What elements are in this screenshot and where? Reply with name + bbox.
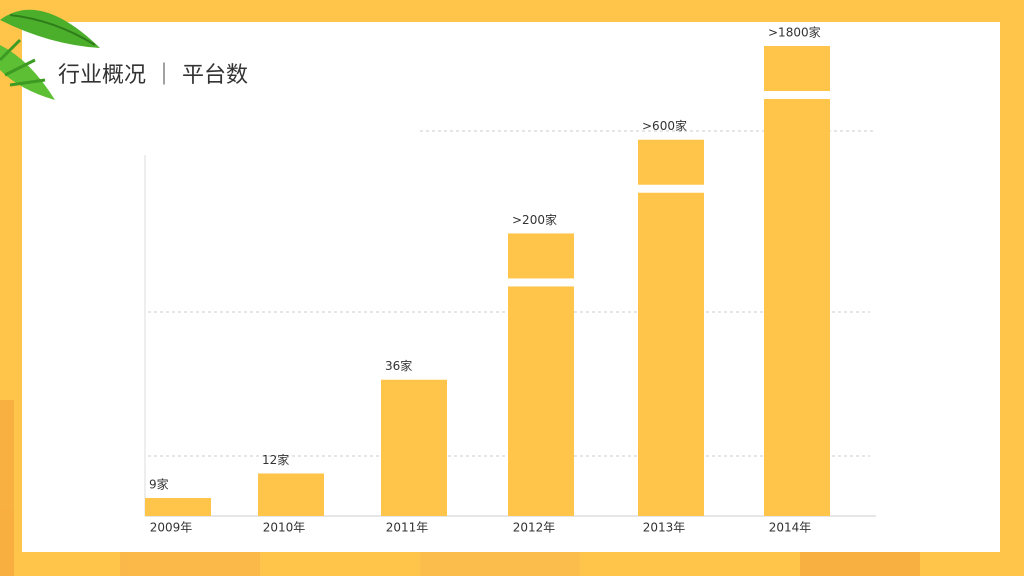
value-label: >200家 [512, 212, 557, 227]
x-tick-label: 2012年 [513, 521, 556, 535]
bar-break [763, 91, 831, 99]
x-tick-label: 2010年 [263, 521, 306, 535]
bar [508, 233, 574, 517]
x-tick-label: 2013年 [643, 521, 686, 535]
bar-break [637, 184, 705, 193]
value-label: >600家 [642, 118, 687, 133]
bar [638, 139, 704, 517]
city-decoration [0, 400, 920, 576]
x-tick-label: 2011年 [386, 521, 429, 535]
bar [145, 498, 211, 516]
value-label: >1800家 [768, 25, 821, 40]
value-label: 9家 [149, 477, 169, 492]
bar-break [507, 278, 575, 287]
bar [764, 46, 830, 516]
x-tick-label: 2014年 [769, 521, 812, 535]
value-label: 12家 [262, 452, 289, 467]
chart-title: 行业概况 ｜ 平台数 [58, 63, 248, 88]
value-label: 36家 [385, 358, 412, 373]
x-tick-label: 2009年 [150, 521, 193, 535]
leaf-decoration [0, 9, 100, 100]
bar [381, 379, 447, 516]
bar [258, 473, 324, 516]
